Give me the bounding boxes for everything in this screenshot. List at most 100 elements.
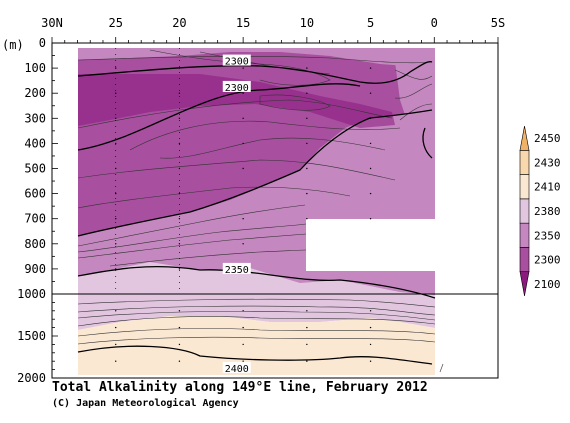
legend-swatch [519,247,530,273]
station-dot [242,310,244,312]
y-tick-label: 700 [24,212,46,226]
station-dot [115,268,117,270]
legend-label: 2380 [534,205,561,218]
station-dot [178,243,181,245]
station-dot [306,310,308,312]
y-tick-label: 900 [24,262,46,276]
blank-left [52,43,78,378]
station-dot [369,360,372,362]
contour-2350 [77,266,436,299]
y-tick-label: 500 [24,162,46,176]
station-dot [306,326,308,329]
station-dot [178,192,181,195]
y-tick-label: 400 [24,136,46,150]
chart-title: Total Alkalinity along 149°E line, Febru… [52,380,428,395]
y-tick-label: 2000 [17,371,46,385]
y-axis: 0 100 200 300 400 500 600 700 800 900 1000 1500 2000 [17,36,58,385]
station-dot [178,67,181,69]
x-tick-label: 0 [431,16,438,30]
station-dot [242,343,244,346]
station-dot [306,142,308,145]
station-dot [178,360,181,362]
legend-swatch [519,125,530,151]
station-dot [242,142,244,145]
legend-label: 2450 [534,132,561,145]
station-dot [115,67,117,69]
station-dot [242,326,244,329]
legend-swatch [519,198,530,224]
station-dot [115,360,117,362]
contour-label: 2400 [225,364,249,375]
station-dot [178,268,181,270]
contour-2400 [77,345,433,365]
y-tick-label: 800 [24,237,46,251]
station-dot [242,243,244,245]
chart-credit: (C) Japan Meteorological Agency [52,397,239,409]
legend-swatch [519,149,530,175]
legend-label: 2300 [534,254,561,267]
contour-label: 2300 [225,57,249,68]
band-2380-2410-lower [78,295,435,330]
station-dot [242,360,244,362]
legend-label: 2100 [534,278,561,291]
station-dot [115,310,117,312]
contour-lines-thin [77,49,436,345]
station-dot [369,142,372,145]
station-dot [242,192,244,195]
blank-top [52,43,498,48]
x-axis: 30N 25 20 15 10 5 0 5S [41,16,505,43]
station-dot [178,117,181,120]
station-dot [306,92,308,94]
blank-right [435,43,498,378]
station-dot [115,142,117,145]
x-tick-label: 20 [172,16,186,30]
y-tick-label: 100 [24,61,46,75]
x-tick-label: 5S [491,16,505,30]
corner-tick [439,363,444,373]
legend-swatch [519,174,530,200]
legend-swatch [519,271,530,297]
y-tick-label: 600 [24,187,46,201]
band-2410-2430-lower [78,316,435,375]
y-tick-label: 1000 [17,287,46,301]
contour-2300-lower [77,109,433,237]
station-dot [369,218,372,220]
contour-label-bg [222,80,251,92]
station-dot [306,360,308,362]
x-tick-label: 30N [41,16,63,30]
x-tick-label: 10 [300,16,314,30]
station-dot [242,92,244,94]
band-core-dark [78,74,395,128]
station-dot [178,218,181,220]
contour-label-bg [222,54,251,66]
station-dot [306,67,308,69]
station-dot [178,326,181,329]
station-dot [242,167,244,170]
station-dot [115,192,117,195]
y-unit-label: (m) [2,38,24,52]
contour-label-bg [222,262,251,274]
x-tick-label: 15 [236,16,250,30]
station-dot [115,343,117,346]
contour-2300-upper [77,60,433,84]
station-dot [369,167,372,170]
station-dot [242,117,244,120]
plot-area [52,43,498,378]
contour-label-bg [222,361,251,373]
y-tick-label: 200 [24,86,46,100]
blank-bottom [52,375,498,378]
station-dot [178,92,181,94]
legend-label: 2430 [534,156,561,169]
contour-label: 2300 [225,83,249,94]
station-dot [178,343,181,346]
station-dot [306,167,308,170]
station-dot [369,67,372,69]
station-dot [115,92,117,94]
y-tick-label: 300 [24,111,46,125]
station-dot [369,326,372,329]
x-tick-label: 25 [108,16,122,30]
contour-label: 2350 [225,265,249,276]
station-dot [306,117,308,120]
station-dot [115,243,117,245]
